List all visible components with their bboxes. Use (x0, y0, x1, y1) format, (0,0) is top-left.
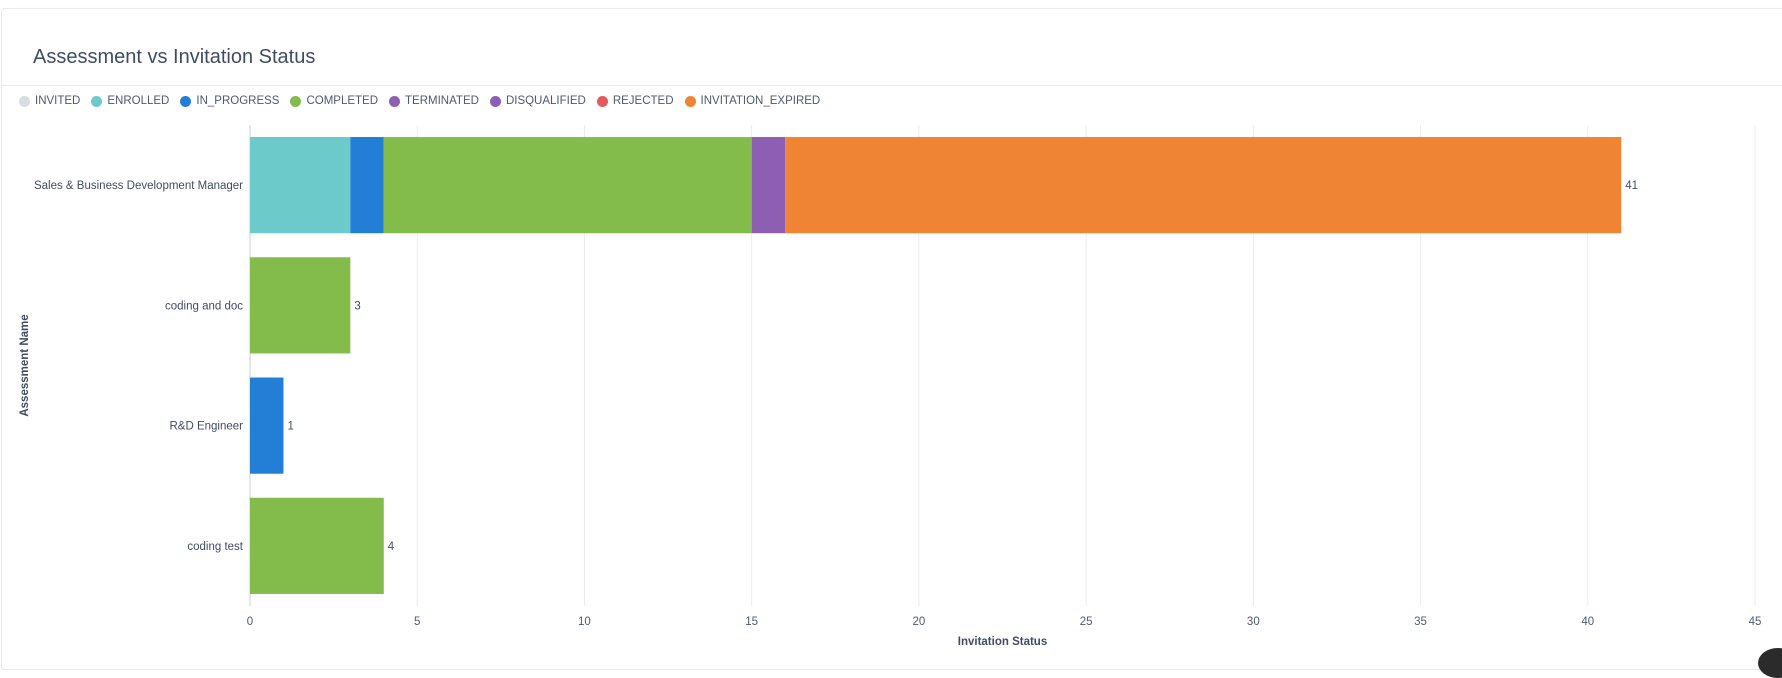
bar-total-label: 3 (354, 300, 360, 312)
bar-total-label: 41 (1625, 180, 1638, 192)
y-axis-title: Assessment Name (19, 314, 31, 416)
x-tick-label: 5 (414, 616, 420, 628)
legend-label: DISQUALIFIED (505, 95, 586, 107)
legend-label: REJECTED (612, 95, 674, 107)
legend-label: TERMINATED (405, 95, 479, 107)
x-tick-label: 10 (578, 616, 591, 628)
x-tick-label: 45 (1749, 616, 1762, 628)
bar-segment-disqualified (751, 137, 786, 234)
x-tick-label: 20 (912, 616, 925, 628)
legend-label: INVITATION_EXPIRED (700, 95, 821, 107)
category-label: coding and doc (165, 300, 243, 312)
bar-segment-invitation-expired (785, 137, 1622, 234)
x-tick-label: 35 (1414, 616, 1427, 628)
help-widget-button[interactable] (1758, 648, 1782, 678)
legend-item-in-progress[interactable]: IN_PROGRESS (180, 95, 279, 107)
bar-segment-in-progress (350, 137, 384, 234)
legend-label: IN_PROGRESS (196, 95, 280, 107)
legend-swatch (389, 95, 401, 107)
legend-swatch (19, 95, 30, 107)
legend-swatch (489, 95, 501, 107)
x-axis-title: Invitation Status (958, 636, 1047, 648)
bar-segment-completed (250, 497, 384, 594)
legend-item-terminated[interactable]: TERMINATED (389, 95, 479, 107)
legend-swatch (684, 95, 696, 107)
bar-segment-completed (250, 257, 351, 354)
x-tick-label: 0 (247, 616, 253, 628)
bar-segment-in-progress (250, 377, 284, 474)
legend-item-completed[interactable]: COMPLETED (290, 95, 378, 107)
legend-swatch (180, 95, 192, 107)
legend-item-enrolled[interactable]: ENROLLED (91, 95, 169, 107)
legend-label: INVITED (35, 95, 81, 107)
category-label: Sales & Business Development Manager (34, 180, 243, 192)
legend-item-rejected[interactable]: REJECTED (596, 95, 674, 107)
bar-total-label: 4 (388, 541, 395, 553)
legend-item-invitation-expired[interactable]: INVITATION_EXPIRED (684, 95, 821, 107)
bar-total-label: 1 (287, 421, 293, 433)
bar-segment-completed (383, 137, 752, 234)
category-label: R&D Engineer (169, 421, 243, 433)
category-label: coding test (187, 541, 243, 553)
x-tick-label: 40 (1581, 616, 1594, 628)
x-tick-label: 25 (1080, 616, 1093, 628)
card-header: Assessment vs Invitation Status (2, 9, 1782, 86)
legend-label: ENROLLED (107, 95, 170, 107)
chart-legend: INVITED ENROLLED IN_PROGRESS COMPLETED TERMI… (19, 93, 820, 109)
legend-label: COMPLETED (306, 95, 379, 107)
x-tick-label: 15 (745, 616, 758, 628)
bar-segment-enrolled (250, 137, 351, 234)
legend-swatch (290, 95, 302, 107)
x-tick-label: 30 (1247, 616, 1260, 628)
legend-item-invited[interactable]: INVITED (19, 95, 80, 107)
legend-swatch (91, 95, 103, 107)
chart-title: Assessment vs Invitation Status (33, 46, 316, 68)
legend-item-disqualified[interactable]: DISQUALIFIED (489, 95, 586, 107)
legend-swatch (596, 95, 608, 107)
